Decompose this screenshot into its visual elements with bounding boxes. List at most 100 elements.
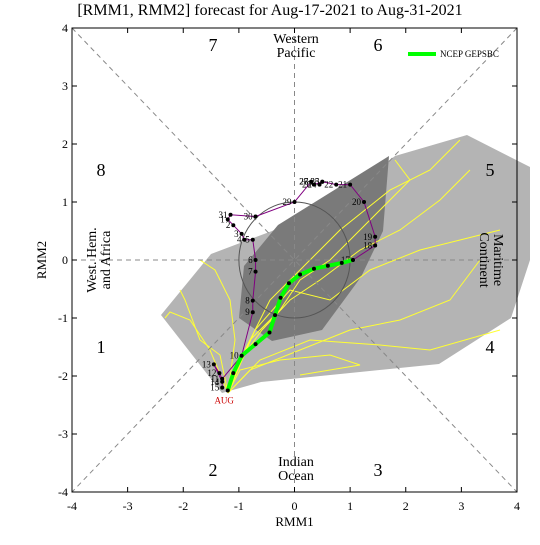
- observed-point: [250, 298, 255, 303]
- member-line: [164, 311, 229, 394]
- phase-label: 6: [374, 35, 383, 55]
- observed-point: [348, 182, 353, 187]
- day-label: 20: [352, 197, 362, 207]
- x-tick-label: 1: [347, 499, 353, 513]
- day-label: 18: [363, 241, 373, 251]
- y-tick-label: 0: [62, 253, 68, 267]
- x-tick-label: -4: [67, 499, 77, 513]
- x-tick-label: 0: [292, 499, 298, 513]
- day-label: 21: [338, 180, 347, 190]
- day-label: 15: [210, 383, 220, 393]
- series-point: [239, 353, 244, 358]
- observed-point: [211, 362, 216, 367]
- member-line: [179, 289, 229, 394]
- region-label: West. Hem.: [85, 227, 100, 292]
- phase-labels: 1 2 3 4 5 6 7 8: [97, 35, 495, 480]
- x-tick-label: 4: [514, 499, 520, 513]
- x-tick-label: -3: [123, 499, 133, 513]
- observed-point: [253, 258, 258, 262]
- day-label: 19: [363, 232, 373, 242]
- series-point: [311, 266, 316, 271]
- phase-dividers: [71, 27, 518, 493]
- phase-label: 4: [486, 337, 495, 357]
- observed-point: [373, 234, 378, 239]
- region-label: Indian: [278, 455, 314, 470]
- observed-point: [309, 179, 314, 184]
- member-line: [199, 259, 236, 394]
- observed-point: [317, 182, 322, 187]
- ensemble-members: [164, 139, 501, 394]
- divider: [71, 27, 518, 493]
- observed-point: [311, 182, 316, 187]
- observed-point: [225, 217, 230, 222]
- phase-label: 1: [97, 337, 106, 357]
- y-axis-label: RMM2: [34, 241, 49, 279]
- observed-point: [250, 310, 255, 315]
- day-label: 31: [219, 210, 228, 220]
- phase-label: 5: [486, 160, 495, 180]
- observed-point: [250, 237, 255, 242]
- day-label: 25: [310, 177, 320, 187]
- phase-label: 3: [374, 460, 383, 480]
- day-label: 27: [299, 177, 309, 187]
- member-line: [227, 329, 501, 394]
- x-tick-label: -2: [178, 499, 188, 513]
- day-label: 3: [234, 229, 239, 239]
- legend-label: NCEP GEPSBC: [440, 49, 499, 59]
- observed-point: [320, 179, 325, 184]
- region-label: and Africa: [99, 230, 114, 289]
- observed-point: [362, 200, 367, 204]
- phase-label: 2: [209, 460, 218, 480]
- series-point: [231, 371, 236, 376]
- day-label: 28: [299, 177, 309, 187]
- member-line: [227, 229, 501, 394]
- y-tick-label: 1: [62, 195, 68, 209]
- day-label: 22: [324, 180, 333, 190]
- series-point: [286, 281, 291, 286]
- spread-area: [161, 135, 530, 393]
- day-label: 23: [310, 177, 320, 187]
- series-point: [339, 260, 344, 265]
- series-point: [298, 272, 303, 277]
- series-point: [267, 330, 272, 335]
- day-label: 7: [248, 267, 253, 277]
- region-label: Pacific: [277, 46, 316, 61]
- day-label: 5: [245, 235, 250, 245]
- day-label: 14: [210, 377, 220, 387]
- y-tick-label: -4: [58, 485, 68, 499]
- phase-label: 8: [97, 160, 106, 180]
- day-label: 4: [237, 235, 242, 245]
- series-point: [225, 388, 230, 393]
- series-point: [325, 263, 330, 268]
- region-labels: Western Pacific Indian Ocean West. Hem. …: [85, 32, 505, 484]
- divider: [71, 27, 518, 493]
- region-label: Maritime: [490, 234, 505, 286]
- observed-point: [220, 376, 225, 381]
- day-label: 13: [202, 359, 212, 369]
- chart-title: [RMM1, RMM2] forecast for Aug-17-2021 to…: [77, 2, 462, 19]
- day-label: 29: [283, 197, 293, 207]
- x-tick-label: 3: [458, 499, 464, 513]
- day-label: 1: [220, 214, 225, 224]
- y-tick-label: -2: [58, 369, 68, 383]
- day-label: 8: [245, 296, 250, 306]
- y-tick-label: -1: [58, 311, 68, 325]
- x-tick-label: 2: [403, 499, 409, 513]
- day-label: 9: [245, 307, 250, 317]
- series-point: [273, 313, 278, 318]
- observed-point: [253, 214, 258, 219]
- observed-point: [220, 379, 225, 384]
- region-label: Ocean: [278, 469, 314, 484]
- observed-point: [231, 223, 236, 228]
- day-label: 12: [207, 368, 216, 378]
- observed-point: [242, 237, 247, 242]
- series-point: [278, 295, 283, 300]
- region-label: Continent: [476, 232, 491, 287]
- start-label: AUG: [214, 396, 234, 406]
- series-point: [350, 258, 355, 262]
- phase-label: 7: [209, 35, 218, 55]
- day-label: 10: [230, 351, 240, 361]
- observed-point: [373, 243, 378, 248]
- observed-point: [334, 182, 339, 187]
